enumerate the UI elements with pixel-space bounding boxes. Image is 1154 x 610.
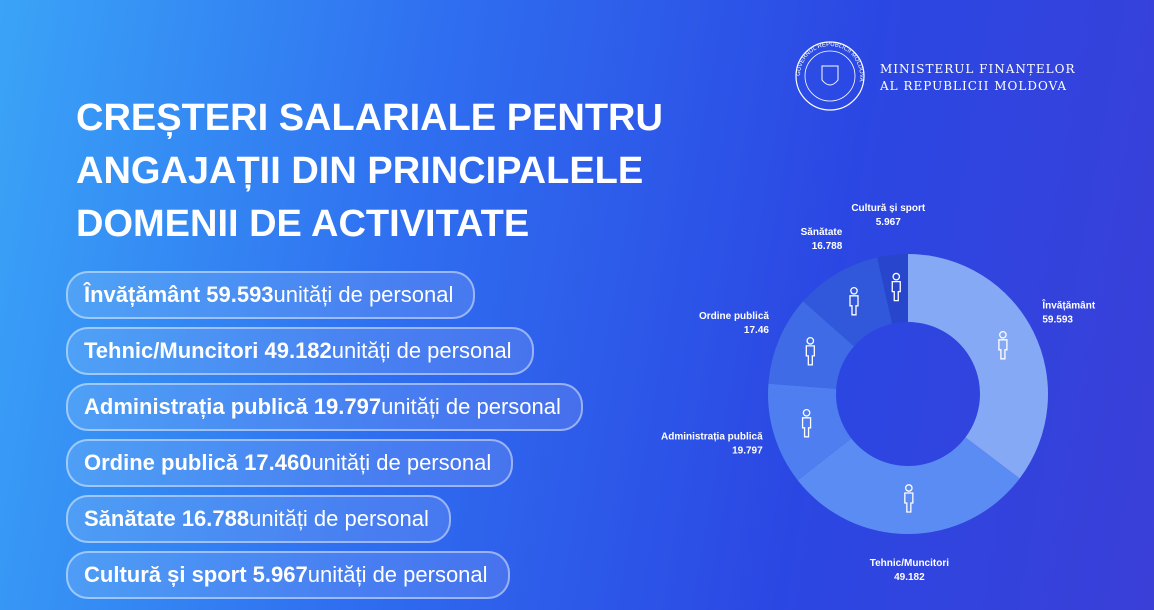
slice-value: 19.797 <box>732 446 763 457</box>
list-item: Administrația publică 19.797 unități de … <box>66 383 583 431</box>
person-icon <box>998 330 1008 360</box>
item-unit: unități de personal <box>331 338 512 363</box>
ministry-line: MINISTERUL FINANȚELOR <box>880 62 1076 76</box>
list-item: Ordine publică 17.460 unități de persona… <box>66 439 514 487</box>
slice-label: Sănătate <box>801 227 843 238</box>
person-icon <box>849 286 859 316</box>
donut-slice <box>768 383 852 481</box>
title-line: ANGAJAȚII DIN PRINCIPALELE <box>76 150 644 192</box>
icon-body <box>904 492 914 513</box>
icon-body <box>805 345 815 366</box>
list: Învățământ 59.593 unități de personal Teh… <box>66 271 583 607</box>
person-icon <box>904 484 914 513</box>
donut-slice <box>768 301 855 389</box>
emblem-text-path: GUVERNUL REPUBLICII MOLDOVA <box>796 42 864 82</box>
icon-head <box>802 408 811 417</box>
ministry-line: AL REPUBLICII MOLDOVA <box>880 79 1068 93</box>
slice-label: Tehnic/Muncitori <box>870 558 949 569</box>
item-unit: unități de personal <box>381 394 561 419</box>
item-unit: unități de personal <box>273 282 454 307</box>
icon-head <box>999 330 1007 339</box>
item-name: Învățământ 59.593 <box>84 282 274 307</box>
icon-head <box>892 272 901 281</box>
item-name: Cultură și sport 5.967 <box>84 562 308 587</box>
item-unit: unități de personal <box>311 450 492 475</box>
slice-value: 16.788 <box>812 241 843 252</box>
slice-label: Ordine publică <box>699 311 769 322</box>
item-name: Administrația publică 19.797 <box>84 394 382 419</box>
list-item: Învățământ 59.593 unități de personal <box>66 271 476 319</box>
list-item: Sănătate 16.788 unități de personal <box>66 495 451 543</box>
slice-label: Învățământ <box>1041 299 1095 312</box>
person-icon <box>805 336 815 366</box>
slice-value: 59.593 <box>1042 315 1073 326</box>
slice-label: Administrația publică <box>661 432 763 443</box>
donut-slice <box>803 257 893 347</box>
icon-head <box>806 336 815 345</box>
icon-body <box>998 339 1008 360</box>
title-line: DOMENII DE ACTIVITATE <box>76 203 530 245</box>
icon-head <box>850 286 858 295</box>
icon-body <box>801 417 812 438</box>
item-name: Sănătate 16.788 <box>84 506 250 531</box>
item-unit: unități de personal <box>249 506 429 531</box>
slice-value: 5.967 <box>876 217 901 228</box>
item-name: Ordine publică 17.460 <box>84 450 312 475</box>
list-item: Tehnic/Muncitori 49.182 unități de perso… <box>66 327 534 375</box>
title-line: CREȘTERI SALARIALE PENTRU <box>76 97 663 139</box>
item-name: Tehnic/Muncitori 49.182 <box>84 338 332 363</box>
item-unit: unități de personal <box>307 562 488 587</box>
icon-body <box>891 281 901 302</box>
title: CREȘTERI SALARIALE PENTRU ANGAJAȚII DIN P… <box>76 92 663 251</box>
person-icon <box>801 408 812 438</box>
person-icon <box>891 272 901 302</box>
icon-head <box>904 484 913 492</box>
ministry: MINISTERUL FINANȚELOR AL REPUBLICII MOLD… <box>880 61 1076 95</box>
list-item: Cultură și sport 5.967 unități de person… <box>66 551 510 599</box>
slice-value: 17.46 <box>744 325 769 336</box>
icon-body <box>849 295 859 316</box>
slice-label: Cultură și sport <box>851 203 926 214</box>
donut-slice <box>908 254 1048 479</box>
donut-slice <box>797 437 1020 534</box>
emblem-text: GUVERNUL REPUBLICII MOLDOVA <box>796 42 864 82</box>
emblem: GUVERNUL REPUBLICII MOLDOVA <box>795 41 865 111</box>
slice-value: 49.182 <box>894 572 925 583</box>
